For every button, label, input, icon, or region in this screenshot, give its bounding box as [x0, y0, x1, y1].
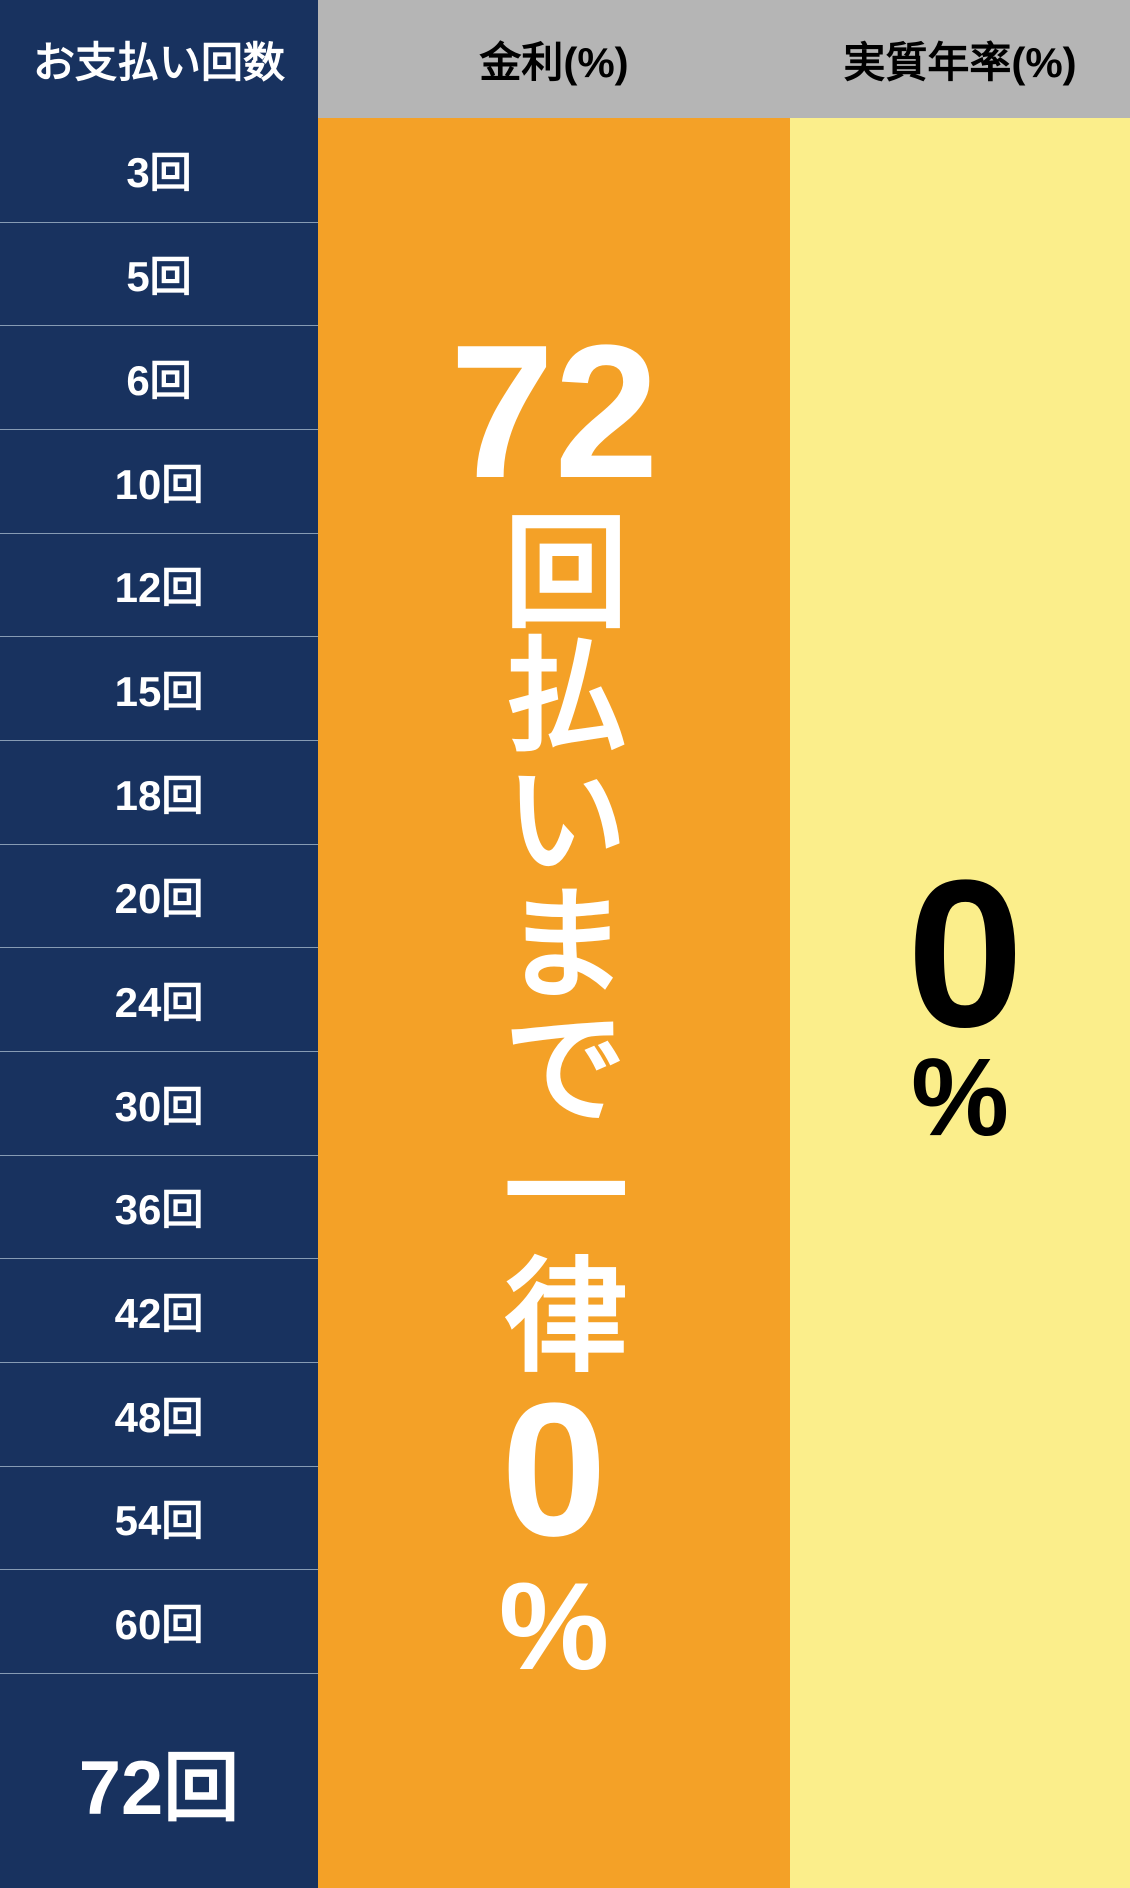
payment-count-row: 36回 — [0, 1155, 318, 1259]
interest-rate-message: 72回払いまで一律0% — [459, 317, 649, 1689]
col-header-col1: お支払い回数 — [0, 0, 318, 118]
payment-count-row: 42回 — [0, 1258, 318, 1362]
interest-rate-zero: 0 — [448, 1375, 660, 1565]
payment-count-row: 12回 — [0, 533, 318, 637]
payment-count-row: 30回 — [0, 1051, 318, 1155]
effective-annual-rate-value: 0% — [907, 859, 1013, 1147]
col-header-col3: 実質年率(%) — [790, 0, 1130, 118]
payment-count-row: 15回 — [0, 636, 318, 740]
payment-rate-table: お支払い回数金利(%)実質年率(%) 3回5回6回10回12回15回18回20回2… — [0, 0, 1130, 1888]
col-header-col2: 金利(%) — [318, 0, 790, 118]
payment-count-row: 48回 — [0, 1362, 318, 1466]
effective-annual-rate-percent: % — [911, 1048, 1009, 1147]
payment-count-row: 54回 — [0, 1466, 318, 1570]
payment-count-row: 60回 — [0, 1569, 318, 1673]
payment-count-row: 6回 — [0, 325, 318, 429]
payment-count-row: 18回 — [0, 740, 318, 844]
interest-rate-mid-text: 回払いまで一律 — [485, 507, 623, 1375]
payment-count-column: 3回5回6回10回12回15回18回20回24回30回36回42回48回54回6… — [0, 118, 318, 1888]
interest-rate-column: 72回払いまで一律0% — [318, 118, 790, 1888]
interest-rate-lead-number: 72 — [448, 317, 660, 507]
payment-count-row: 24回 — [0, 947, 318, 1051]
effective-annual-rate-column: 0% — [790, 118, 1130, 1888]
interest-rate-percent: % — [485, 1565, 623, 1689]
payment-count-row: 3回 — [0, 118, 318, 222]
payment-count-row: 10回 — [0, 429, 318, 533]
payment-count-row: 5回 — [0, 222, 318, 326]
payment-count-row: 20回 — [0, 844, 318, 948]
effective-annual-rate-zero: 0 — [907, 859, 1013, 1048]
payment-count-row: 72回 — [0, 1673, 318, 1888]
